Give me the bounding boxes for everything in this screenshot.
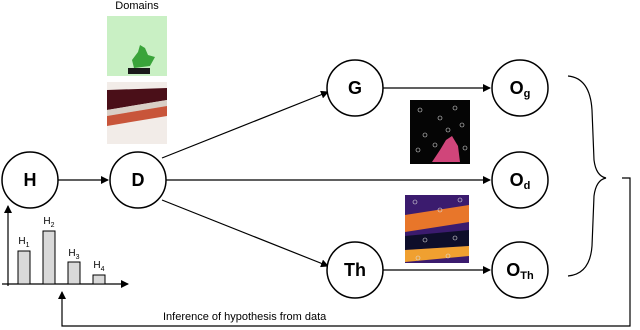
text: Th [520, 270, 534, 282]
node-label: Od [510, 170, 531, 192]
hist-label: H2 [43, 216, 54, 229]
node-label: G [348, 78, 362, 98]
hist-bar [92, 274, 106, 285]
text: O [510, 78, 524, 98]
text: 4 [101, 266, 105, 273]
text: H [24, 170, 37, 190]
node-label: H [24, 170, 37, 190]
node: Th [326, 241, 384, 299]
node-label: OTh [506, 260, 534, 282]
text: O [506, 260, 520, 280]
text: H [93, 260, 100, 271]
node: H [1, 151, 59, 209]
output-image-layers [405, 195, 469, 263]
hist-label: H3 [68, 248, 79, 261]
brace [567, 75, 607, 277]
node: G [326, 59, 384, 117]
text: Th [344, 260, 366, 280]
node-label: D [132, 170, 145, 190]
text: 3 [76, 254, 80, 261]
text: H [68, 248, 75, 259]
hist-label: H1 [18, 236, 29, 249]
domains-title: Domains [115, 0, 159, 12]
hist-bar [17, 250, 31, 285]
hist-label: H4 [93, 260, 104, 273]
output-image-dots [410, 100, 470, 164]
text: g [524, 88, 531, 100]
node-label: Th [344, 260, 366, 280]
node: D [109, 151, 167, 209]
text: D [132, 170, 145, 190]
node: Og [491, 59, 549, 117]
caption: Inference of hypothesis from data [163, 311, 327, 323]
text: H [43, 216, 50, 227]
text: O [510, 170, 524, 190]
text: 2 [51, 222, 55, 229]
edge [161, 90, 329, 159]
edge [161, 199, 329, 268]
domain-image-green [107, 16, 167, 76]
text: H [18, 236, 25, 247]
node-label: Og [510, 78, 531, 100]
node: OTh [491, 241, 549, 299]
hist-bar [42, 230, 56, 285]
text: 1 [26, 242, 30, 249]
node: Od [491, 151, 549, 209]
hist-bar [67, 261, 81, 285]
domain-image-layers [107, 82, 167, 144]
text: G [348, 78, 362, 98]
text: d [524, 180, 531, 192]
feedback-arrow [58, 177, 631, 327]
